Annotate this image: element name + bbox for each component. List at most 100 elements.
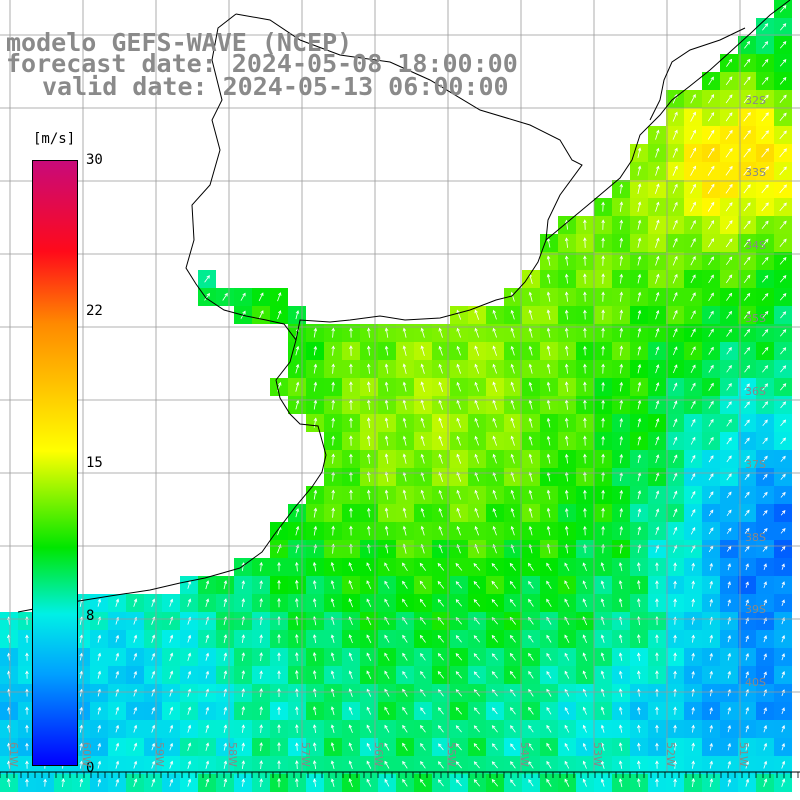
wind-arrow — [761, 112, 769, 122]
wind-arrow — [349, 327, 353, 338]
wind-arrow — [655, 760, 659, 769]
wind-arrow — [546, 327, 551, 338]
wind-arrow — [312, 580, 317, 590]
wind-arrow — [312, 561, 317, 572]
wind-arrow — [419, 580, 427, 589]
wind-arrow — [455, 599, 463, 607]
wind-arrow — [708, 274, 714, 284]
wind-arrow — [779, 112, 787, 121]
wind-arrow — [708, 220, 715, 230]
wind-arrow — [546, 525, 551, 536]
wind-arrow — [546, 652, 552, 661]
wind-arrow — [763, 760, 768, 769]
wind-arrow — [79, 778, 84, 787]
wind-arrow — [690, 111, 696, 122]
wind-arrow — [223, 724, 228, 733]
wind-arrow — [205, 634, 210, 643]
wind-arrow — [546, 345, 551, 356]
wind-arrow — [367, 471, 371, 482]
wind-arrow — [455, 562, 463, 571]
wind-arrow — [384, 706, 390, 715]
wind-arrow — [456, 309, 462, 320]
wind-arrow — [779, 220, 787, 229]
wind-arrow — [473, 743, 481, 751]
wind-arrow — [708, 382, 714, 391]
wind-arrow — [491, 761, 498, 769]
wind-arrow — [473, 635, 481, 643]
wind-arrow — [330, 778, 335, 788]
wind-arrow — [456, 399, 461, 410]
wind-arrow — [743, 310, 751, 319]
wind-arrow — [727, 652, 731, 661]
wind-arrow — [708, 473, 714, 481]
wind-arrow — [456, 453, 462, 464]
wind-arrow — [528, 489, 533, 500]
wind-arrow — [601, 471, 605, 482]
wind-arrow — [384, 363, 389, 374]
wind-arrow — [491, 634, 499, 643]
wind-arrow — [655, 327, 660, 338]
wind-arrow — [744, 40, 751, 49]
wind-arrow — [619, 525, 623, 536]
wind-arrow — [259, 742, 263, 752]
wind-arrow — [61, 778, 65, 787]
wind-arrow — [259, 706, 263, 716]
wind-arrow — [330, 634, 335, 644]
wind-arrow — [601, 201, 605, 212]
wind-arrow — [367, 489, 371, 500]
wind-arrow — [690, 256, 696, 266]
wind-arrow — [655, 436, 660, 446]
wind-arrow — [419, 562, 427, 571]
wind-arrow — [491, 671, 498, 679]
wind-arrow — [367, 327, 371, 338]
wind-arrow — [744, 383, 750, 391]
wind-arrow — [781, 581, 785, 589]
wind-arrow — [420, 707, 426, 715]
wind-arrow — [619, 201, 624, 212]
wind-arrow — [708, 328, 714, 337]
wind-arrow — [312, 651, 317, 662]
wind-arrow — [673, 598, 677, 607]
wind-arrow — [510, 743, 516, 751]
wind-arrow — [528, 453, 533, 464]
wind-arrow — [420, 489, 425, 500]
wind-arrow — [600, 652, 605, 662]
wind-arrow — [473, 671, 480, 679]
wind-arrow — [691, 652, 695, 661]
wind-arrow — [491, 580, 499, 589]
wind-arrow — [690, 473, 696, 481]
wind-arrow — [241, 706, 246, 716]
wind-arrow — [673, 706, 677, 715]
wind-arrow — [384, 562, 390, 572]
wind-arrow — [725, 238, 733, 248]
wind-arrow — [690, 508, 696, 517]
wind-arrow — [690, 292, 696, 302]
wind-arrow — [133, 724, 138, 733]
wind-arrow — [295, 742, 299, 751]
wind-arrow — [331, 471, 335, 482]
wind-arrow — [259, 778, 263, 787]
wind-arrow — [331, 507, 335, 518]
wind-arrow — [583, 435, 587, 446]
wind-arrow — [546, 417, 551, 428]
wind-arrow — [295, 615, 299, 626]
wind-arrow — [725, 183, 733, 194]
wind-arrow — [420, 417, 425, 428]
wind-arrow — [655, 724, 659, 733]
wind-arrow — [637, 742, 641, 751]
wind-arrow — [295, 381, 300, 392]
wind-arrow — [474, 489, 479, 500]
wind-arrow — [474, 309, 480, 320]
wind-arrow — [637, 273, 642, 284]
wind-arrow — [779, 166, 787, 176]
wind-arrow — [727, 725, 731, 733]
wind-arrow — [726, 545, 732, 552]
wind-arrow — [781, 635, 785, 643]
wind-arrow — [510, 471, 515, 482]
wind-arrow — [438, 743, 444, 751]
wind-arrow — [438, 525, 443, 536]
wind-arrow — [745, 671, 749, 679]
wind-arrow — [456, 345, 461, 356]
wind-arrow — [151, 724, 156, 733]
wind-arrow — [384, 417, 389, 428]
